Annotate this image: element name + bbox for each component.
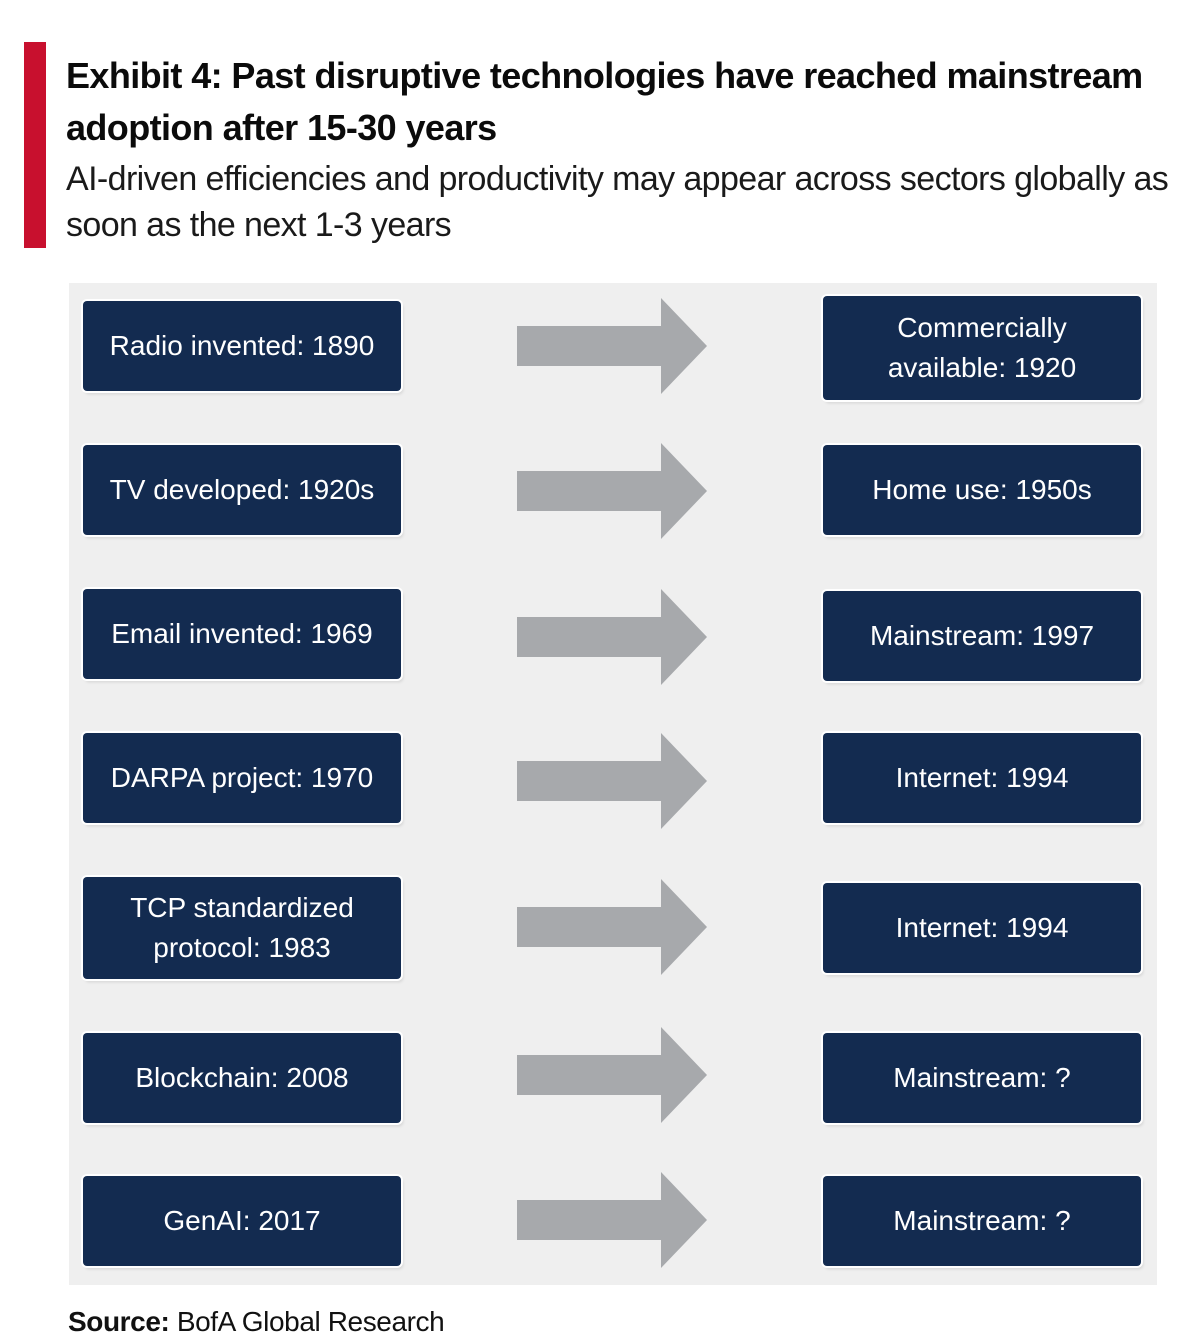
adoption-box: Commercially available: 1920: [823, 296, 1141, 400]
diagram-row: Blockchain: 2008 Mainstream: ?: [69, 1027, 1157, 1133]
invention-box: Blockchain: 2008: [83, 1033, 401, 1123]
adoption-box: Mainstream: ?: [823, 1176, 1141, 1266]
source-label: Source:: [68, 1306, 170, 1337]
arrow-icon: [517, 443, 707, 539]
source-line: Source: BofA Global Research: [68, 1302, 445, 1342]
diagram-row: GenAI: 2017 Mainstream: ?: [69, 1172, 1157, 1276]
arrow-icon: [517, 733, 707, 829]
arrow-icon: [517, 1027, 707, 1123]
adoption-box: Internet: 1994: [823, 883, 1141, 973]
diagram-row: DARPA project: 1970 Internet: 1994: [69, 733, 1157, 833]
adoption-box: Home use: 1950s: [823, 445, 1141, 535]
exhibit-title: Exhibit 4: Past disruptive technologies …: [66, 55, 1143, 148]
diagram-row: TV developed: 1920s Home use: 1950s: [69, 443, 1157, 543]
diagram-row: Radio invented: 1890 Commercially availa…: [69, 296, 1157, 400]
adoption-box: Mainstream: ?: [823, 1033, 1141, 1123]
invention-box: Email invented: 1969: [83, 589, 401, 679]
diagram-panel: Radio invented: 1890 Commercially availa…: [69, 283, 1157, 1285]
adoption-box: Internet: 1994: [823, 733, 1141, 823]
arrow-icon: [517, 1172, 707, 1268]
invention-box: GenAI: 2017: [83, 1176, 401, 1266]
adoption-box: Mainstream: 1997: [823, 591, 1141, 681]
arrow-icon: [517, 879, 707, 975]
arrow-icon: [517, 298, 707, 394]
diagram-row: TCP standardized protocol: 1983 Internet…: [69, 877, 1157, 979]
source-text: BofA Global Research: [176, 1306, 445, 1337]
invention-box: TV developed: 1920s: [83, 445, 401, 535]
invention-box: Radio invented: 1890: [83, 301, 401, 391]
invention-box: TCP standardized protocol: 1983: [83, 877, 401, 979]
diagram-row: Email invented: 1969 Mainstream: 1997: [69, 589, 1157, 689]
exhibit-subtitle: AI-driven efficiencies and productivity …: [66, 160, 1169, 244]
invention-box: DARPA project: 1970: [83, 733, 401, 823]
arrow-icon: [517, 589, 707, 685]
accent-bar: [24, 42, 46, 248]
